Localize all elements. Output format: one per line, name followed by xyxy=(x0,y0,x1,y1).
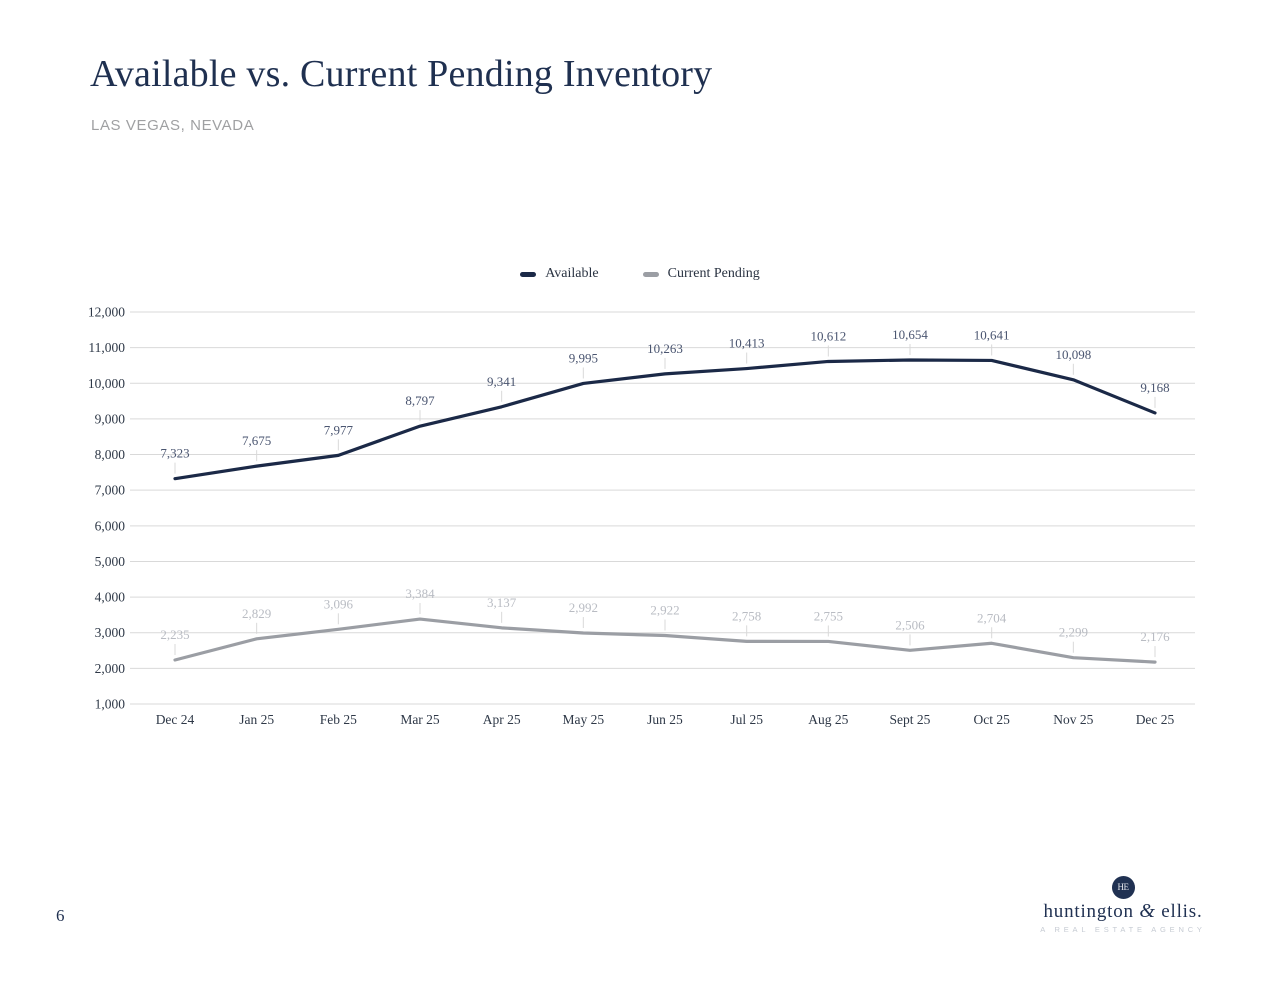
data-label: 9,341 xyxy=(487,374,516,389)
data-label: 9,995 xyxy=(569,350,598,365)
chart-legend: Available Current Pending xyxy=(0,266,1280,282)
data-label: 2,176 xyxy=(1140,629,1170,644)
data-label: 2,922 xyxy=(650,603,679,618)
logo-monogram-icon: HE xyxy=(1111,876,1135,899)
data-label: 2,299 xyxy=(1059,625,1088,640)
data-label: 3,096 xyxy=(324,596,354,611)
x-axis-label: Aug 25 xyxy=(808,712,848,727)
data-label: 10,263 xyxy=(647,341,683,356)
y-axis-label: 12,000 xyxy=(88,305,125,320)
legend-label: Available xyxy=(545,266,599,281)
x-axis-label: Apr 25 xyxy=(483,712,521,727)
x-axis-label: Sept 25 xyxy=(890,712,931,727)
x-axis-label: Nov 25 xyxy=(1053,712,1093,727)
y-axis-label: 8,000 xyxy=(95,447,126,462)
x-axis-label: Dec 25 xyxy=(1136,712,1175,727)
page-number: 6 xyxy=(56,906,65,925)
data-label: 2,758 xyxy=(732,608,761,623)
series-line-available xyxy=(173,358,1157,481)
page-title: Available vs. Current Pending Inventory xyxy=(90,53,713,95)
y-axis-label: 5,000 xyxy=(95,554,126,569)
data-label: 10,641 xyxy=(974,327,1010,342)
x-axis-label: May 25 xyxy=(563,712,605,727)
data-label: 10,413 xyxy=(729,336,765,351)
data-label: 3,384 xyxy=(405,586,435,601)
data-label: 7,675 xyxy=(242,433,271,448)
x-axis-label: Jan 25 xyxy=(239,712,274,727)
data-label: 2,829 xyxy=(242,606,271,621)
data-label: 9,168 xyxy=(1140,380,1169,395)
huntington-ellis-logo: HE huntington & ellis. A REAL ESTATE AGE… xyxy=(1040,876,1206,934)
legend-dash-icon xyxy=(642,271,659,277)
logo-name: huntington & ellis. xyxy=(1043,900,1203,922)
legend-dash-icon xyxy=(520,271,537,277)
x-axis-label: Jul 25 xyxy=(730,712,763,727)
data-label: 2,506 xyxy=(895,617,925,632)
x-axis-label: Jun 25 xyxy=(647,712,683,727)
y-axis-label: 1,000 xyxy=(95,697,126,712)
series-line-current-pending xyxy=(173,617,1157,664)
y-axis-label: 9,000 xyxy=(95,411,126,426)
data-label: 10,612 xyxy=(810,328,846,343)
page-subtitle: LAS VEGAS, NEVADA xyxy=(91,117,255,134)
data-label: 8,797 xyxy=(405,393,435,408)
y-axis-label: 10,000 xyxy=(88,376,125,391)
data-label: 2,235 xyxy=(160,627,189,642)
data-label: 10,098 xyxy=(1055,347,1091,362)
y-axis-label: 3,000 xyxy=(95,625,126,640)
data-label: 2,992 xyxy=(569,600,598,615)
y-axis-label: 7,000 xyxy=(95,483,126,498)
x-axis-label: Mar 25 xyxy=(400,712,440,727)
data-label: 7,977 xyxy=(324,422,354,437)
logo-ampersand: & xyxy=(1139,900,1156,922)
data-label: 2,755 xyxy=(814,608,843,623)
data-label: 3,137 xyxy=(487,595,517,610)
x-axis-label: Dec 24 xyxy=(156,712,195,727)
data-label: 2,704 xyxy=(977,610,1007,625)
x-axis-label: Oct 25 xyxy=(973,712,1010,727)
x-axis-label: Feb 25 xyxy=(320,712,357,727)
data-label: 7,323 xyxy=(160,446,189,461)
legend-label: Current Pending xyxy=(667,266,760,281)
logo-tagline: A REAL ESTATE AGENCY xyxy=(1040,925,1206,934)
data-label: 10,654 xyxy=(892,327,928,342)
legend-item-available: Available xyxy=(520,266,599,282)
y-axis-label: 2,000 xyxy=(95,661,126,676)
y-axis-label: 6,000 xyxy=(95,518,126,533)
legend-item-current-pending: Current Pending xyxy=(642,266,760,282)
y-axis-label: 11,000 xyxy=(88,340,125,355)
y-axis-label: 4,000 xyxy=(95,590,126,605)
